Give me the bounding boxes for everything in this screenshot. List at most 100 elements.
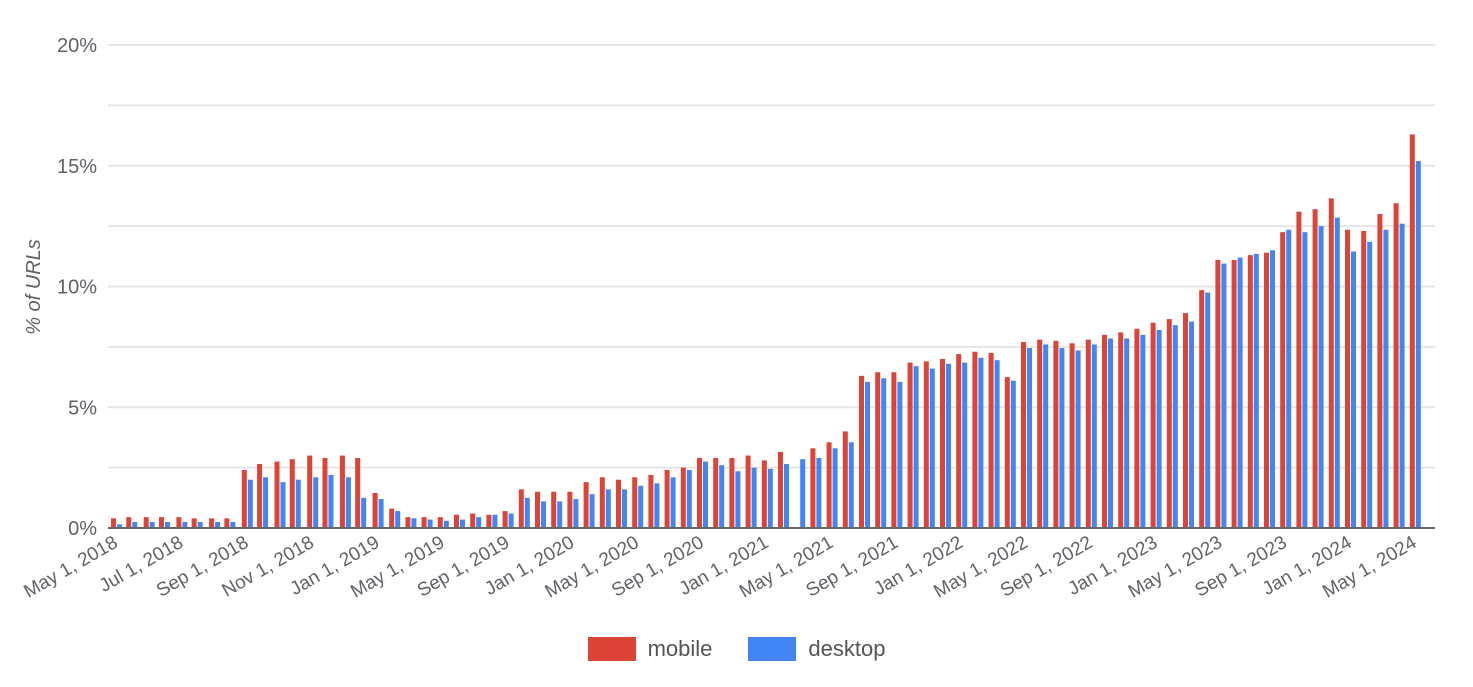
mobile-bar: [1264, 252, 1269, 528]
desktop-bar: [1108, 338, 1113, 528]
desktop-bar: [848, 442, 854, 528]
desktop-bar: [395, 511, 401, 528]
mobile-bar: [241, 470, 247, 528]
mobile-bar: [729, 457, 735, 528]
desktop-bar: [1399, 223, 1405, 528]
desktop-bar: [247, 479, 253, 528]
desktop-bar: [263, 477, 269, 528]
desktop-bar: [460, 519, 465, 528]
desktop-bar: [800, 459, 806, 528]
mobile-bar: [1215, 259, 1221, 528]
desktop-bar: [1383, 229, 1389, 528]
desktop-bar: [427, 519, 433, 528]
mobile-bar: [1345, 229, 1350, 528]
desktop-bar: [295, 479, 301, 528]
desktop-bar: [411, 518, 417, 528]
mobile-bar: [1409, 134, 1415, 529]
mobile-bar: [761, 460, 767, 528]
mobile-bar: [1361, 230, 1367, 528]
mobile-bar: [810, 448, 816, 528]
mobile-bar: [680, 467, 686, 528]
desktop-bar: [897, 381, 903, 528]
desktop-bar: [1334, 217, 1340, 529]
desktop-bar: [313, 477, 319, 528]
desktop-bar: [215, 521, 221, 528]
mobile-bar: [274, 461, 280, 528]
mobile-bar: [1183, 313, 1188, 528]
desktop-bar: [929, 368, 935, 528]
mobile-bar: [567, 491, 573, 528]
desktop-bar: [132, 521, 138, 528]
mobile-bar: [859, 375, 864, 528]
mobile-bar: [551, 491, 557, 528]
mobile-bar: [209, 518, 215, 528]
mobile-bar: [907, 362, 913, 528]
legend-item-mobile[interactable]: mobile: [587, 636, 712, 662]
desktop-bar: [735, 471, 741, 528]
desktop-bar: [541, 501, 546, 528]
mobile-bar: [891, 372, 897, 528]
desktop-bar: [654, 483, 660, 528]
mobile-bar: [1021, 342, 1026, 528]
mobile-bar: [126, 517, 132, 528]
legend-item-desktop[interactable]: desktop: [748, 636, 885, 662]
desktop-bar: [476, 517, 482, 528]
mobile-bar: [322, 457, 328, 528]
mobile-bar: [535, 491, 540, 528]
desktop-bar: [1270, 250, 1275, 528]
mobile-bar: [713, 457, 719, 528]
mobile-bar: [826, 442, 832, 528]
desktop-bar: [1172, 325, 1178, 528]
desktop-bar: [1059, 348, 1065, 528]
desktop-bar: [573, 499, 579, 528]
mobile-bar: [616, 479, 621, 528]
desktop-bar: [378, 499, 384, 528]
desktop-bar: [1156, 329, 1162, 528]
desktop-bar: [1286, 229, 1292, 528]
mobile-bar: [1280, 232, 1286, 528]
mobile-bar: [1312, 209, 1318, 528]
mobile-bar: [176, 517, 182, 528]
mobile-bar: [599, 477, 605, 528]
mobile-bar: [405, 517, 411, 528]
mobile-bar: [1085, 339, 1091, 528]
desktop-bar: [1027, 348, 1032, 528]
desktop-bar: [328, 474, 334, 528]
desktop-bar: [149, 521, 155, 528]
desktop-bar: [1415, 160, 1421, 529]
desktop-bar: [703, 461, 708, 528]
mobile-bar: [1166, 319, 1172, 528]
legend: mobile desktop: [0, 636, 1473, 662]
mobile-bar: [1053, 340, 1059, 528]
mobile-bar: [1004, 377, 1010, 528]
mobile-bar: [486, 514, 492, 528]
mobile-bar: [648, 474, 654, 528]
desktop-swatch-icon: [748, 637, 797, 661]
desktop-bar: [1140, 334, 1146, 528]
gridlines: [108, 44, 1435, 469]
desktop-bar: [492, 514, 498, 528]
desktop-bar: [605, 489, 611, 528]
desktop-bar: [670, 477, 676, 528]
desktop-bar: [557, 501, 563, 528]
mobile-bar: [842, 431, 848, 528]
desktop-bar: [638, 485, 644, 528]
mobile-bar: [224, 518, 230, 528]
y-tick-label: 20%: [57, 35, 97, 57]
mobile-bar: [583, 482, 589, 528]
mobile-bar: [1069, 343, 1075, 528]
desktop-bar: [1075, 350, 1081, 528]
desktop-bar: [1351, 251, 1356, 529]
mobile-bar: [778, 451, 783, 528]
mobile-bar: [1247, 255, 1253, 529]
y-tick-label: 10%: [57, 277, 97, 299]
desktop-bar: [182, 521, 188, 528]
y-tick-label: 15%: [57, 156, 97, 178]
desktop-bar: [508, 513, 514, 528]
mobile-bar: [1296, 211, 1302, 528]
mobile-bar: [972, 351, 978, 528]
desktop-bar: [443, 520, 449, 528]
desktop-bar: [1010, 380, 1016, 528]
